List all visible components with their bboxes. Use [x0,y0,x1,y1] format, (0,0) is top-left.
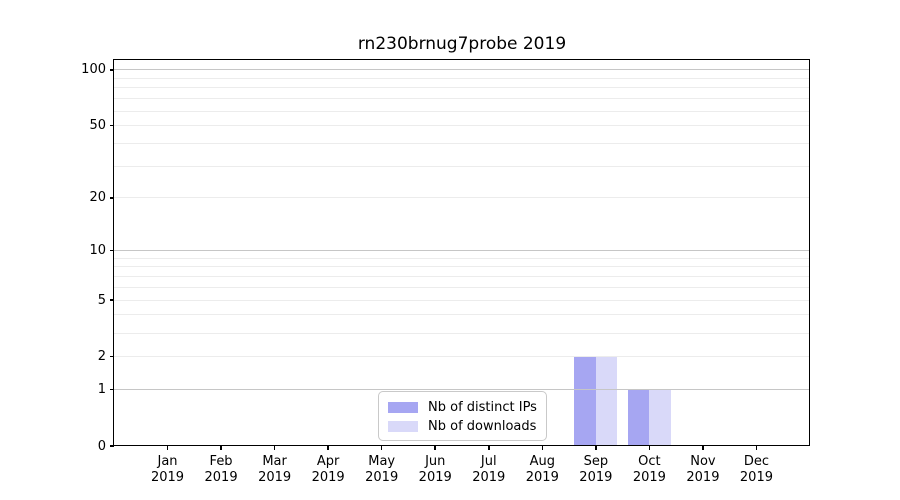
x-tick-year: 2019 [258,470,292,485]
plot-area [114,60,810,446]
x-tick-label: Aug 2019 [510,454,574,486]
x-tick-label: Feb 2019 [189,454,253,486]
x-tick [380,446,383,450]
x-tick-year: 2019 [365,470,399,485]
minor-gridline [114,87,810,89]
y-tick-label: 10 [89,243,106,259]
minor-gridline [114,257,810,259]
bar-distinct-ips [627,389,650,446]
x-tick-month: Jun [425,454,446,469]
minor-gridline [114,355,810,357]
minor-gridline [114,142,810,144]
x-tick [488,446,490,450]
legend-swatch-downloads-icon [388,421,418,432]
x-tick-label: Apr 2019 [296,454,360,486]
x-tick [648,446,651,450]
x-tick-label: Mar 2019 [243,454,307,486]
bar-distinct-ips [574,356,596,446]
legend-label-distinct-ips: Nb of distinct IPs [428,400,537,415]
x-tick-month: Mar [262,454,287,469]
x-tick-year: 2019 [525,470,559,485]
minor-gridline [114,286,810,288]
x-tick-label: Sep 2019 [564,454,628,486]
minor-gridline [114,110,810,112]
y-tick-label: 20 [89,190,106,206]
y-tick [110,249,114,252]
y-tick [110,197,114,199]
x-tick-label: Nov 2019 [671,454,735,486]
y-tick [110,124,114,127]
x-tick [166,446,169,450]
y-tick [110,69,114,71]
x-tick [541,446,544,450]
minor-gridline [114,299,810,301]
minor-gridline [114,98,810,100]
x-tick [220,446,222,450]
x-tick-label: Oct 2019 [617,454,681,486]
y-tick-label: 1 [97,382,106,398]
x-tick-month: Jul [480,454,497,469]
x-tick-month: Aug [529,454,555,469]
legend-label-downloads: Nb of downloads [428,419,537,434]
bar-downloads [649,389,671,446]
x-tick [327,446,329,450]
y-tick-label: 2 [97,348,106,364]
x-tick-year: 2019 [311,470,345,485]
minor-gridline [114,77,810,79]
x-tick-year: 2019 [739,470,773,485]
chart-title: rn230brnug7probe 2019 [357,34,567,54]
x-tick-month: Feb [209,454,233,469]
x-tick-month: Apr [316,454,340,469]
x-tick-label: Jun 2019 [403,454,467,486]
x-tick [434,446,436,450]
minor-gridline [114,314,810,316]
legend: Nb of distinct IPs Nb of downloads [378,391,547,441]
y-tick-label: 100 [81,62,106,78]
x-tick-year: 2019 [150,470,185,485]
x-tick-label: Jul 2019 [457,454,521,486]
x-tick-month: Dec [743,454,770,469]
x-tick [702,446,704,450]
minor-gridline [114,332,810,334]
minor-gridline [114,276,810,278]
y-tick-label: 0 [97,438,106,454]
y-tick [110,299,114,301]
major-gridline [114,69,810,71]
x-tick-label: Jan 2019 [136,454,200,486]
major-gridline [114,389,810,391]
legend-item-distinct-ips: Nb of distinct IPs [379,398,546,417]
legend-swatch-distinct-ips-icon [388,402,418,413]
x-tick [273,446,276,450]
x-tick-label: May 2019 [350,454,414,486]
y-tick-label: 5 [97,292,106,308]
major-gridline [114,250,810,252]
bar-downloads [595,356,618,446]
y-tick [110,355,114,358]
minor-gridline [114,197,810,199]
x-tick-year: 2019 [418,470,452,485]
x-tick [595,446,597,450]
minor-gridline [114,266,810,268]
x-tick-label: Dec 2019 [724,454,788,486]
x-tick-year: 2019 [686,470,720,485]
minor-gridline [114,165,810,167]
x-tick-month: May [368,454,396,469]
x-tick-year: 2019 [204,470,238,485]
x-tick [755,446,758,450]
x-tick-month: Jan [157,454,178,469]
x-tick-month: Nov [690,454,716,469]
y-tick [110,445,114,447]
minor-gridline [114,125,810,127]
x-tick-month: Oct [638,454,661,469]
x-tick-year: 2019 [472,470,506,485]
x-tick-year: 2019 [632,470,666,485]
x-tick-month: Sep [583,454,609,469]
y-tick-label: 50 [89,118,106,134]
legend-item-downloads: Nb of downloads [379,417,546,436]
y-tick [110,388,114,391]
x-tick-year: 2019 [579,470,613,485]
